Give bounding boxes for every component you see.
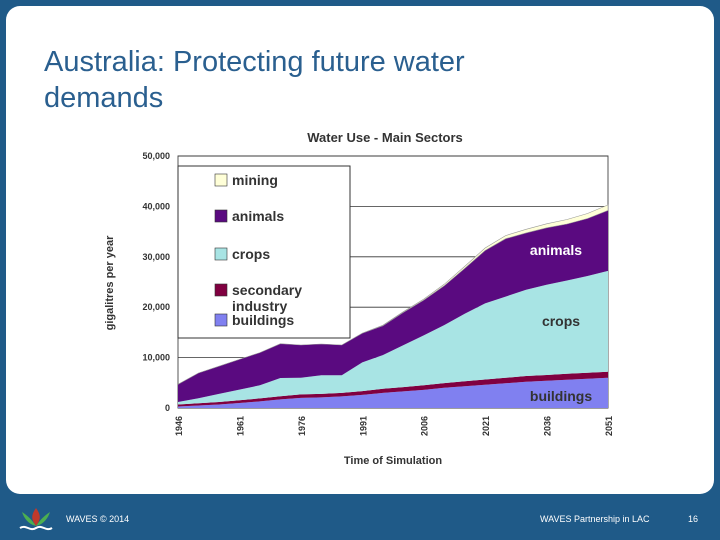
legend-label-crops: crops	[232, 246, 270, 262]
area-animals	[178, 210, 608, 402]
x-tick-label: 1976	[297, 416, 307, 436]
legend-label-animals: animals	[232, 208, 284, 224]
footer-partnership: WAVES Partnership in LAC	[540, 514, 650, 524]
area-mining	[177, 204, 609, 385]
x-tick-label: 1946	[174, 416, 184, 436]
y-axis-label: gigalitres per year	[104, 235, 116, 330]
footer-copyright: WAVES © 2014	[66, 514, 130, 524]
x-tick-label: 2036	[543, 416, 553, 436]
area-secondary-industry	[178, 371, 608, 407]
annotation-animals: animals	[530, 242, 582, 258]
slide-title: Australia: Protecting future water deman…	[44, 44, 664, 116]
y-tick-label: 40,000	[142, 201, 170, 211]
chart-title: Water Use - Main Sectors	[307, 130, 463, 145]
legend-label-industry: industry	[232, 298, 287, 314]
x-tick-label: 2021	[481, 416, 491, 436]
x-tick-label: 1961	[235, 416, 245, 436]
x-tick-label: 1991	[358, 416, 368, 436]
area-crops	[178, 270, 608, 405]
annotation-buildings: buildings	[530, 388, 592, 404]
legend-swatch-secondary-industry	[214, 283, 228, 297]
x-tick-label: 2006	[420, 416, 430, 436]
legend-label-buildings: buildings	[232, 312, 294, 328]
slide-title-line-1: Australia: Protecting future water	[44, 46, 465, 78]
waves-logo-icon	[19, 508, 53, 531]
legend-swatch-mining	[214, 173, 228, 187]
legend-swatch-buildings	[214, 313, 228, 327]
y-tick-label: 50,000	[142, 151, 170, 161]
legend-box	[177, 165, 351, 339]
legend-label-secondary: secondary	[232, 282, 302, 298]
y-tick-label: 30,000	[142, 252, 170, 262]
legend-swatch-crops	[214, 247, 228, 261]
x-tick-label: 2051	[604, 416, 614, 436]
y-tick-label: 20,000	[142, 302, 170, 312]
area-buildings	[178, 377, 608, 408]
slide-title-line-2: demands	[44, 82, 164, 114]
y-tick-label: 10,000	[142, 353, 170, 363]
footer: WAVES © 2014 WAVES Partnership in LAC 16	[0, 496, 720, 540]
page-number: 16	[688, 514, 699, 524]
y-tick-label: 0	[165, 403, 170, 413]
x-axis-label: Time of Simulation	[344, 455, 442, 467]
legend-label-mining: mining	[232, 172, 278, 188]
annotation-crops: crops	[542, 313, 580, 329]
legend-swatch-animals	[214, 209, 228, 223]
